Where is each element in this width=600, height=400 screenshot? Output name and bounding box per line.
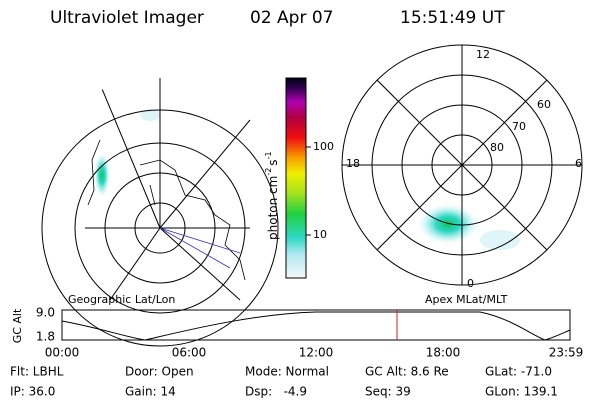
caption: Geographic Lat/Lon — [68, 293, 175, 306]
instrument: Ultraviolet Imager — [50, 8, 204, 28]
colorbar-tick: 10 — [313, 228, 327, 241]
label-part: s — [266, 159, 280, 165]
polar-plot — [341, 44, 583, 286]
geo-map — [41, 78, 279, 347]
info-field: Seq: 39 — [365, 385, 411, 399]
orbit-xtick: 12:00 — [299, 346, 334, 360]
info-field: IP: 36.0 — [10, 385, 55, 399]
info-field: Dsp: -4.9 — [245, 385, 307, 399]
mlt-label: 18 — [346, 157, 360, 170]
info-field: GC Alt: 8.6 Re — [365, 365, 449, 379]
mlt-label: 0 — [467, 277, 474, 290]
info-table: Flt: LBHL Door: Open Mode: Normal GC Alt: 8… — [10, 365, 558, 399]
orbit-frame — [61, 309, 571, 341]
info-field: GLon: 139.1 — [485, 385, 558, 399]
label-sup: -1 — [264, 151, 273, 159]
orbit-xtick: 23:59 — [549, 346, 584, 360]
lat-label: 80 — [490, 141, 504, 154]
colorbar — [285, 77, 307, 279]
colorbar-tick: 100 — [313, 140, 334, 153]
orbit-xtick: 06:00 — [172, 346, 207, 360]
orbit-ylabel: GC Alt — [11, 308, 24, 343]
info-field: Gain: 14 — [125, 385, 176, 399]
info-field: GLat: -71.0 — [485, 365, 552, 379]
lat-label: 70 — [512, 120, 526, 133]
info-field: Mode: Normal — [245, 365, 329, 379]
info-field: Door: Open — [125, 365, 194, 379]
mlt-label: 12 — [476, 48, 490, 61]
date: 02 Apr 07 — [250, 8, 333, 28]
colorbar-label: photon cm-2 s-1 — [264, 151, 280, 240]
label-sup: -2 — [264, 168, 273, 176]
label-part: photon cm — [266, 176, 280, 240]
time: 15:51:49 UT — [400, 8, 505, 28]
mlt-label: 6 — [575, 157, 582, 170]
orbit-ytick: 9.0 — [36, 306, 55, 320]
orbit-xtick: 18:00 — [426, 346, 461, 360]
orbit-curve — [61, 311, 571, 341]
orbit-xtick: 00:00 — [45, 346, 80, 360]
caption: Apex MLat/MLT — [425, 293, 508, 306]
info-field: Flt: LBHL — [10, 365, 64, 379]
orbit-ytick: 1.8 — [36, 330, 55, 344]
lat-label: 60 — [537, 98, 551, 111]
